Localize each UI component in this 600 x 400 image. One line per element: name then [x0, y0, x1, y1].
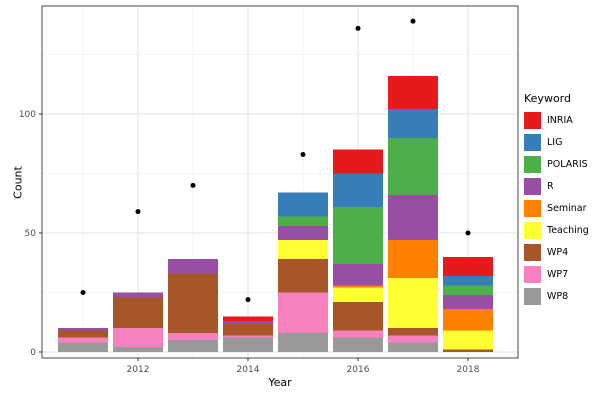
legend-label: Seminar [547, 203, 587, 214]
legend-label: WP4 [547, 247, 569, 258]
bar-segment-2011-wp7 [58, 337, 108, 343]
legend-label: Teaching [547, 225, 589, 236]
bar-segment-2017-teaching [388, 278, 438, 329]
bar-segment-2017-wp7 [388, 335, 438, 343]
bar-segment-2012-wp7 [113, 328, 163, 348]
bar-segment-2014-wp8 [223, 337, 273, 352]
legend-label: LIG [547, 137, 563, 148]
bar-segment-2017-wp4 [388, 328, 438, 336]
legend-label: POLARIS [547, 159, 588, 170]
bar-segment-2011-r [58, 328, 108, 331]
bar-segment-2016-teaching [333, 287, 383, 303]
bar-segment-2013-wp7 [168, 332, 218, 341]
bar-segment-2012-wp8 [113, 347, 163, 352]
bar-segment-2015-wp8 [278, 332, 328, 352]
bar-segment-2013-r [168, 259, 218, 274]
bar-segment-2014-wp4 [223, 323, 273, 336]
data-point-2016 [355, 25, 361, 31]
bar-segment-2016-r [333, 263, 383, 286]
legend-swatch-wp4 [524, 244, 541, 261]
legend-item-wp4: WP4 [524, 244, 589, 261]
bar-segment-2014-inria [223, 316, 273, 322]
legend-swatch-inria [524, 112, 541, 129]
data-point-2015 [300, 151, 306, 157]
data-point-2013 [190, 182, 196, 188]
legend-item-r: R [524, 178, 589, 195]
bar-segment-2018-teaching [443, 330, 493, 350]
legend-swatch-wp7 [524, 266, 541, 283]
bar-segment-2012-wp4 [113, 297, 163, 329]
legend-swatch-polaris [524, 156, 541, 173]
bar-segment-2017-polaris [388, 137, 438, 195]
bar-segment-2016-polaris [333, 206, 383, 264]
bar-segment-2015-lig [278, 192, 328, 217]
bar-segment-2015-polaris [278, 216, 328, 226]
bar-segment-2018-inria [443, 256, 493, 276]
legend-item-wp7: WP7 [524, 266, 589, 283]
bar-segment-2018-r [443, 294, 493, 310]
legend-swatch-wp8 [524, 288, 541, 305]
bar-segment-2017-seminar [388, 240, 438, 279]
bar-segment-2016-inria [333, 149, 383, 174]
legend: Keyword INRIA LIG POLARIS R Seminar Teaching W… [524, 92, 589, 310]
bar-segment-2011-wp8 [58, 342, 108, 352]
legend-swatch-seminar [524, 200, 541, 217]
legend-label: WP7 [547, 269, 569, 280]
bar-segment-2017-wp8 [388, 342, 438, 352]
x-tick-label: 2014 [237, 365, 260, 375]
legend-item-lig: LIG [524, 134, 589, 151]
legend-item-seminar: Seminar [524, 200, 589, 217]
data-point-2011 [80, 290, 86, 295]
legend-item-wp8: WP8 [524, 288, 589, 305]
bar-segment-2018-seminar [443, 309, 493, 331]
y-tick-label: 50 [25, 229, 37, 239]
bar-segment-2013-wp8 [168, 340, 218, 352]
y-tick-label: 0 [30, 348, 36, 358]
x-axis-title: Year [268, 376, 292, 389]
bar-segment-2018-wp4 [443, 349, 493, 352]
panel-border [41, 5, 519, 359]
data-point-2017 [410, 18, 416, 24]
bar-segment-2018-polaris [443, 285, 493, 295]
bar-segment-2015-wp4 [278, 259, 328, 293]
bar-segment-2017-lig [388, 109, 438, 138]
y-tick-label: 100 [19, 110, 36, 120]
bar-segment-2016-seminar [333, 285, 383, 288]
x-tick-label: 2012 [127, 365, 150, 375]
legend-item-inria: INRIA [524, 112, 589, 129]
legend-swatch-lig [524, 134, 541, 151]
bar-segment-2015-teaching [278, 240, 328, 260]
bar-segment-2015-wp7 [278, 292, 328, 333]
bar-segment-2016-wp8 [333, 337, 383, 352]
legend-item-polaris: POLARIS [524, 156, 589, 173]
bar-segment-2015-r [278, 225, 328, 241]
legend-item-teaching: Teaching [524, 222, 589, 239]
legend-label: R [547, 181, 554, 192]
bar-segment-2018-lig [443, 275, 493, 286]
legend-items: INRIA LIG POLARIS R Seminar Teaching WP4 WP7 WP8 [524, 112, 589, 305]
bar-segment-2017-r [388, 194, 438, 241]
bar-segment-2012-r [113, 292, 163, 298]
legend-label: WP8 [547, 291, 569, 302]
legend-swatch-r [524, 178, 541, 195]
bar-segment-2016-wp7 [333, 330, 383, 338]
data-point-2018 [465, 230, 471, 236]
bar-segment-2013-wp4 [168, 273, 218, 333]
bar-segment-2017-inria [388, 75, 438, 110]
x-tick-label: 2016 [347, 365, 370, 375]
data-point-2014 [245, 297, 251, 303]
bar-segment-2016-wp4 [333, 302, 383, 331]
x-tick-label: 2018 [457, 365, 480, 375]
legend-swatch-teaching [524, 222, 541, 239]
legend-title: Keyword [524, 92, 571, 105]
bar-segment-2016-lig [333, 173, 383, 207]
bar-segment-2014-wp7 [223, 335, 273, 338]
bar-segment-2011-wp4 [58, 330, 108, 338]
legend-label: INRIA [547, 115, 573, 126]
data-point-2012 [135, 209, 141, 215]
y-axis-title: Count [11, 166, 25, 199]
bar-segment-2014-r [223, 321, 273, 324]
